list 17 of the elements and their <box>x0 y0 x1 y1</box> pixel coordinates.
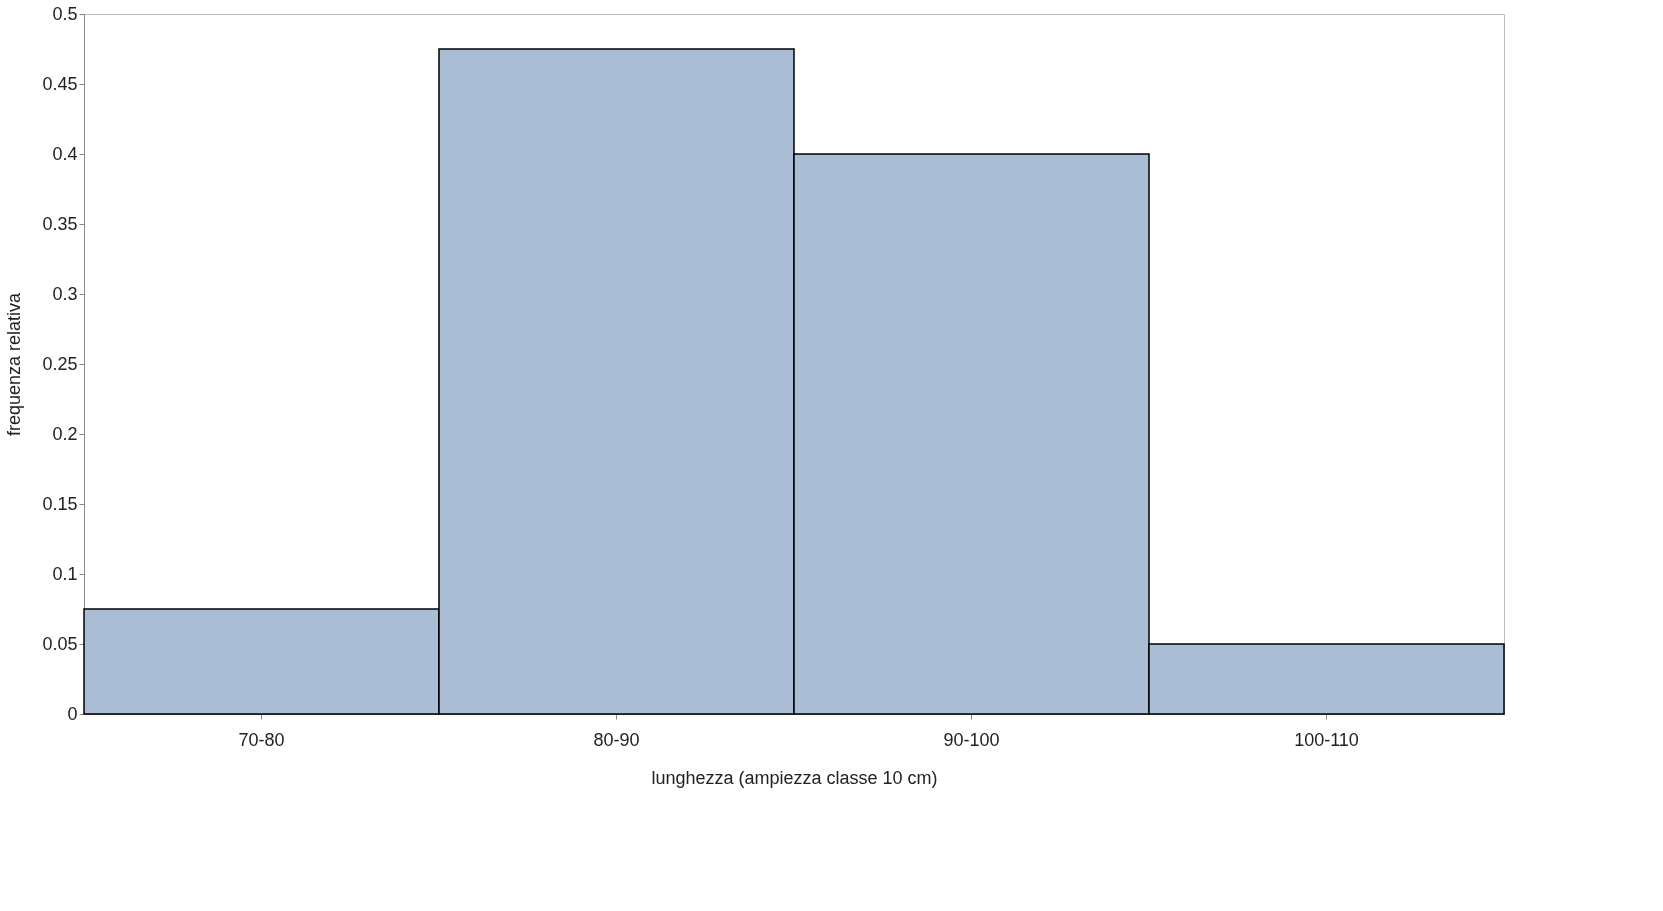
y-tick-label: 0.15 <box>42 493 78 514</box>
x-tick-label: 100-110 <box>1294 729 1359 750</box>
y-tick-label: 0 <box>67 703 78 724</box>
y-tick-label: 0.45 <box>42 73 78 94</box>
y-axis-title: frequenza relativa <box>4 291 25 437</box>
y-tick-label: 0.2 <box>52 423 78 444</box>
y-tick-label: 0.5 <box>52 3 78 24</box>
y-tick-label: 0.4 <box>52 143 78 164</box>
x-tick-label: 70-80 <box>238 729 285 750</box>
y-tick-label: 0.35 <box>42 213 78 234</box>
y-tick-label: 0.1 <box>52 563 78 584</box>
y-tick-label: 0.25 <box>42 353 78 374</box>
x-axis-title: lunghezza (ampiezza classe 10 cm) <box>651 767 938 788</box>
y-tick-label: 0.05 <box>42 633 78 654</box>
x-tick-label: 90-100 <box>943 729 1000 750</box>
y-tick-label: 0.3 <box>52 283 78 304</box>
x-tick-label: 80-90 <box>593 729 640 750</box>
